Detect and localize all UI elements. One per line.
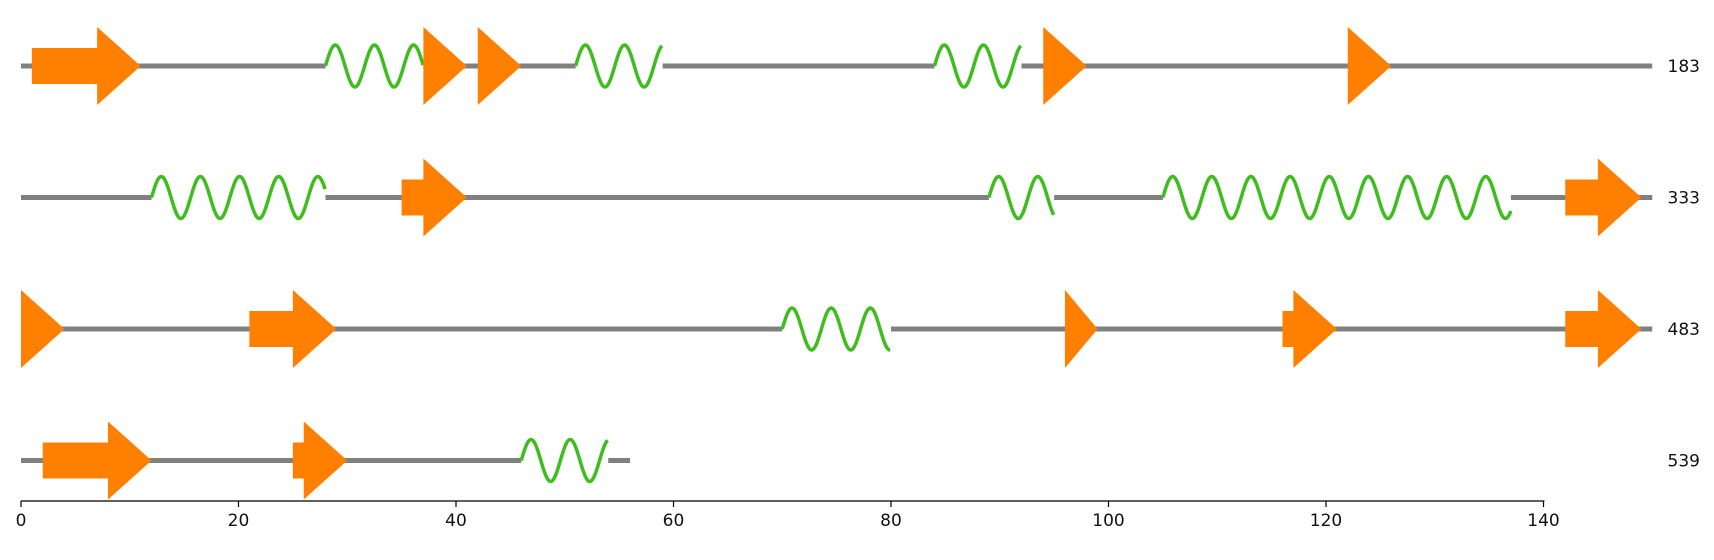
- strand-arrow: [477, 27, 522, 105]
- strand-arrow: [249, 290, 337, 368]
- strand-arrow: [292, 421, 348, 500]
- helix-mark: [573, 43, 664, 89]
- row-label: 333: [1668, 189, 1700, 209]
- strand-arrow: [1565, 290, 1642, 368]
- rows-layer: 183 333 483 539: [21, 27, 1700, 500]
- x-tick-label: 100: [1092, 511, 1124, 531]
- x-tick-label: 40: [445, 511, 467, 531]
- x-tick-label: 120: [1310, 511, 1342, 531]
- strand-arrow: [1565, 158, 1642, 237]
- strand-arrow: [401, 158, 467, 237]
- x-tick-label: 80: [880, 511, 902, 531]
- helix-mark: [987, 174, 1056, 221]
- strand-arrow: [1043, 27, 1087, 105]
- x-tick-label: 0: [16, 511, 27, 531]
- strand-arrow: [21, 290, 65, 368]
- helix-mark: [1161, 174, 1513, 221]
- row-label: 183: [1668, 57, 1700, 77]
- helix-mark: [149, 174, 327, 221]
- structure-row: 539: [21, 421, 1700, 500]
- x-axis: 0 20 40 60 80 100 120 140: [16, 500, 1560, 531]
- helix-mark: [323, 43, 425, 89]
- helix-mark: [519, 437, 609, 484]
- row-label: 539: [1668, 452, 1700, 472]
- structure-row: 333: [21, 158, 1700, 237]
- x-tick-label: 60: [663, 511, 685, 531]
- strand-arrow: [31, 27, 141, 105]
- row-label: 483: [1668, 320, 1700, 340]
- structure-row: 183: [21, 27, 1700, 105]
- x-tick-label: 20: [228, 511, 250, 531]
- helix-mark: [780, 306, 892, 352]
- strand-arrow: [1065, 290, 1098, 368]
- helix-mark: [932, 43, 1023, 89]
- structure-row: 483: [21, 290, 1700, 368]
- strand-arrow: [1282, 290, 1337, 368]
- x-tick-label: 140: [1527, 511, 1559, 531]
- strand-arrow: [1347, 27, 1392, 105]
- strand-arrow: [423, 27, 467, 105]
- strand-arrow: [42, 421, 152, 500]
